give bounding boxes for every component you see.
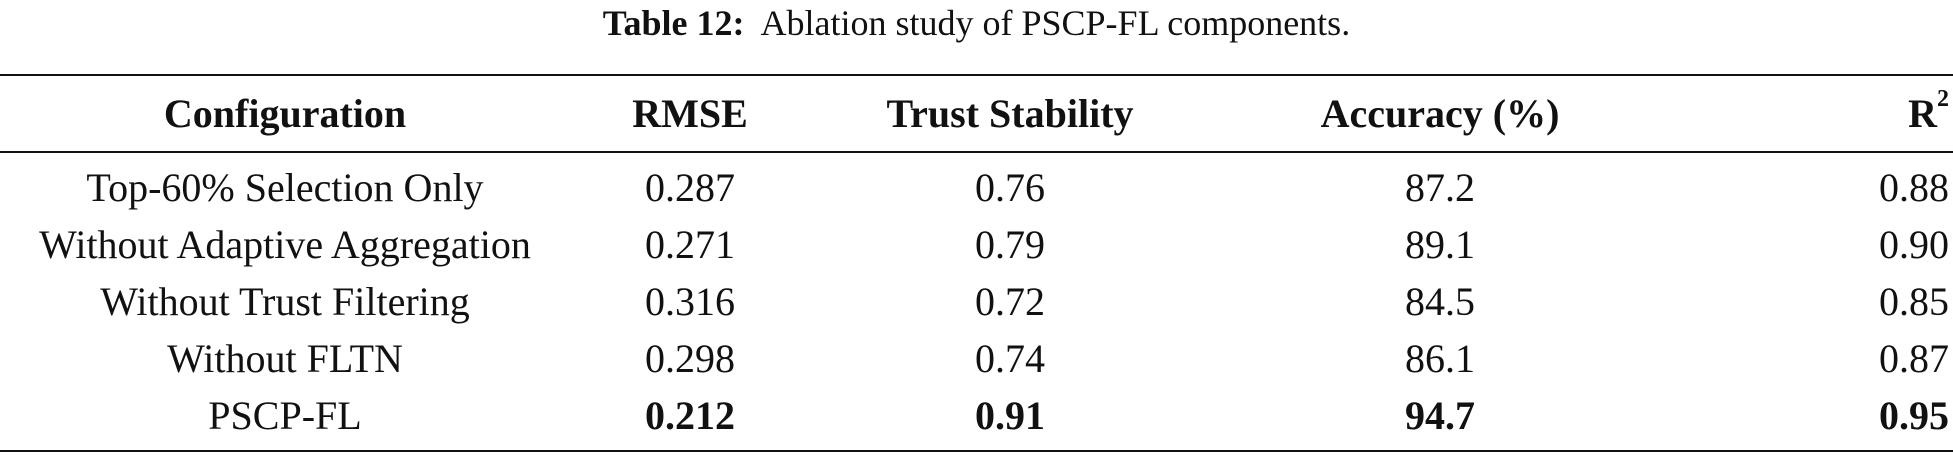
cell-accuracy: 84.5 bbox=[1405, 279, 1475, 324]
header-trust-stability: Trust Stability bbox=[886, 91, 1134, 136]
cell-accuracy: 86.1 bbox=[1405, 336, 1475, 381]
cell-r2-best: 0.95 bbox=[1879, 393, 1949, 438]
cell-accuracy: 87.2 bbox=[1405, 165, 1475, 210]
cell-trust-stability: 0.74 bbox=[975, 336, 1045, 381]
cell-r2: 0.88 bbox=[1879, 165, 1949, 210]
cell-r2: 0.87 bbox=[1879, 336, 1949, 381]
cell-rmse-best: 0.212 bbox=[645, 393, 735, 438]
header-r2-base: R bbox=[1908, 91, 1937, 136]
cell-r2: 0.90 bbox=[1879, 222, 1949, 267]
cell-configuration: Without Trust Filtering bbox=[100, 279, 470, 324]
cell-configuration: PSCP-FL bbox=[208, 393, 362, 438]
table-caption-label: Table 12: bbox=[602, 3, 745, 43]
cell-configuration: Top-60% Selection Only bbox=[86, 165, 484, 210]
table-row: Top-60% Selection Only 0.287 0.76 87.2 0… bbox=[0, 152, 1953, 216]
cell-rmse: 0.287 bbox=[645, 165, 735, 210]
table-caption: Table 12: Ablation study of PSCP-FL comp… bbox=[0, 0, 1953, 44]
cell-accuracy: 89.1 bbox=[1405, 222, 1475, 267]
cell-configuration: Without Adaptive Aggregation bbox=[39, 222, 531, 267]
cell-rmse: 0.298 bbox=[645, 336, 735, 381]
cell-trust-stability: 0.76 bbox=[975, 165, 1045, 210]
header-r2: R2 bbox=[1670, 75, 1953, 152]
header-row: Configuration RMSE Trust Stability Accur… bbox=[0, 75, 1953, 152]
table-row: Without Adaptive Aggregation 0.271 0.79 … bbox=[0, 216, 1953, 273]
cell-trust-stability: 0.79 bbox=[975, 222, 1045, 267]
cell-trust-stability-best: 0.91 bbox=[975, 393, 1045, 438]
cell-accuracy-best: 94.7 bbox=[1405, 393, 1475, 438]
ablation-table-container: Configuration RMSE Trust Stability Accur… bbox=[0, 74, 1953, 452]
cell-rmse: 0.316 bbox=[645, 279, 735, 324]
header-rmse: RMSE bbox=[632, 91, 748, 136]
cell-r2: 0.85 bbox=[1879, 279, 1949, 324]
table-row: Without Trust Filtering 0.316 0.72 84.5 … bbox=[0, 273, 1953, 330]
header-accuracy: Accuracy (%) bbox=[1320, 91, 1560, 136]
ablation-table: Configuration RMSE Trust Stability Accur… bbox=[0, 74, 1953, 452]
header-r2-superscript: 2 bbox=[1937, 86, 1949, 112]
cell-trust-stability: 0.72 bbox=[975, 279, 1045, 324]
table-body: Top-60% Selection Only 0.287 0.76 87.2 0… bbox=[0, 152, 1953, 451]
table-caption-text: Ablation study of PSCP-FL components. bbox=[760, 3, 1351, 43]
table-row: Without FLTN 0.298 0.74 86.1 0.87 bbox=[0, 330, 1953, 387]
cell-configuration: Without FLTN bbox=[167, 336, 403, 381]
cell-rmse: 0.271 bbox=[645, 222, 735, 267]
table-row-best: PSCP-FL 0.212 0.91 94.7 0.95 bbox=[0, 387, 1953, 451]
header-configuration: Configuration bbox=[163, 91, 407, 136]
table-header: Configuration RMSE Trust Stability Accur… bbox=[0, 75, 1953, 152]
